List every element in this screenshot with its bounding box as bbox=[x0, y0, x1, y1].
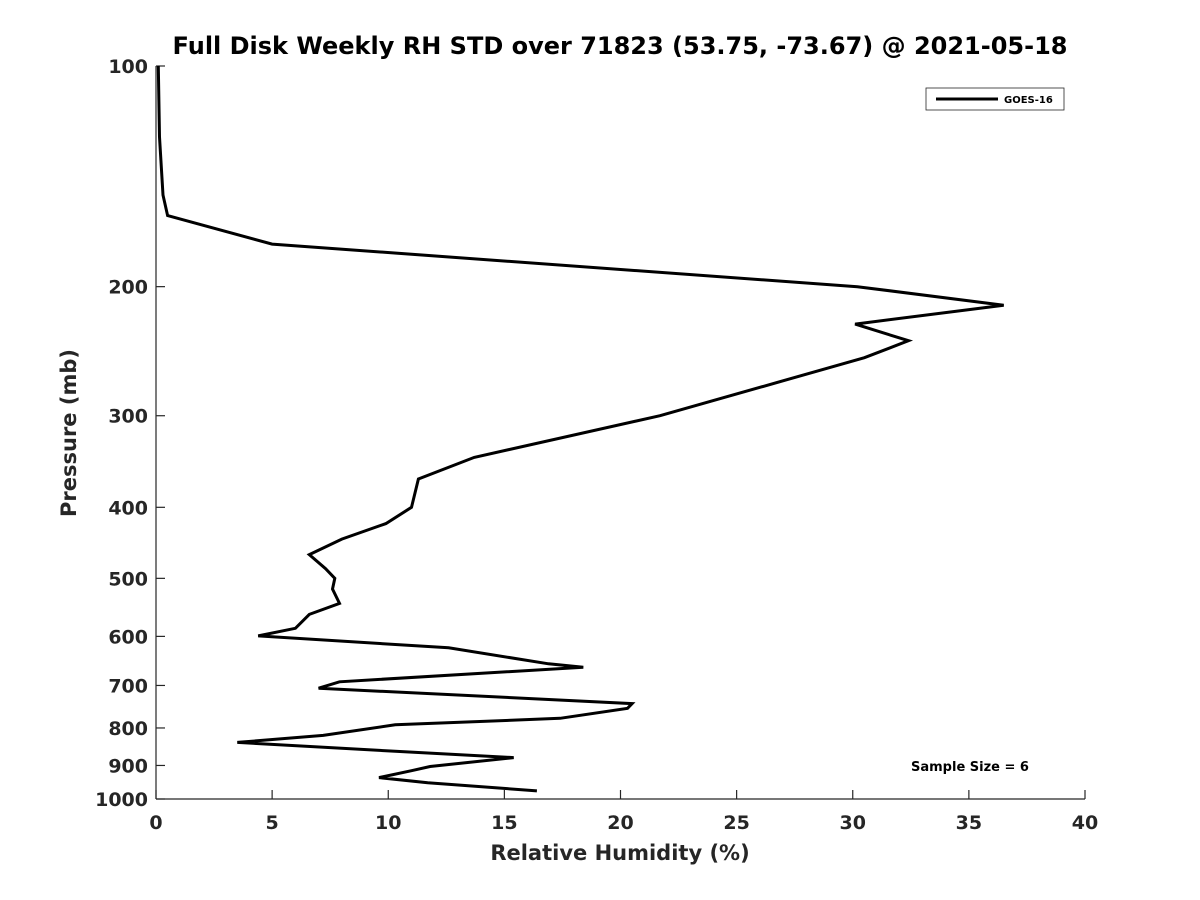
sample-size-annotation: Sample Size = 6 bbox=[911, 760, 1029, 775]
y-tick-label: 200 bbox=[108, 277, 148, 299]
legend-label-goes-16: GOES-16 bbox=[1004, 95, 1053, 106]
y-tick-label: 300 bbox=[108, 406, 148, 428]
y-tick-label: 600 bbox=[108, 626, 148, 648]
x-tick-label: 30 bbox=[840, 812, 866, 834]
x-tick-label: 35 bbox=[956, 812, 982, 834]
x-tick-label: 15 bbox=[491, 812, 517, 834]
y-tick-label: 500 bbox=[108, 568, 148, 590]
plot-area-background bbox=[156, 66, 1085, 799]
y-tick-label: 700 bbox=[108, 675, 148, 697]
y-tick-label: 900 bbox=[108, 755, 148, 777]
x-tick-label: 10 bbox=[375, 812, 401, 834]
legend: GOES-16 bbox=[925, 87, 1065, 111]
series-layer bbox=[156, 65, 1004, 793]
x-ticks: 0 5 10 15 20 25 30 35 40 bbox=[149, 790, 1098, 834]
y-axis-label: Pressure (mb) bbox=[57, 349, 81, 517]
y-tick-label: 800 bbox=[108, 718, 148, 740]
y-tick-label: 1000 bbox=[95, 789, 148, 811]
y-tick-label: 400 bbox=[108, 497, 148, 519]
x-tick-label: 0 bbox=[149, 812, 162, 834]
y-ticks: 100 200 300 400 500 600 700 800 900 1000 bbox=[95, 56, 165, 811]
y-tick-label: 100 bbox=[108, 56, 148, 78]
x-tick-label: 40 bbox=[1072, 812, 1098, 834]
plot-area bbox=[155, 66, 1085, 800]
series-line-goes-16 bbox=[156, 65, 1004, 793]
chart-title: Full Disk Weekly RH STD over 71823 (53.7… bbox=[173, 32, 1068, 60]
x-axis-label: Relative Humidity (%) bbox=[490, 841, 749, 865]
x-tick-label: 5 bbox=[266, 812, 279, 834]
x-tick-label: 25 bbox=[723, 812, 749, 834]
x-tick-label: 20 bbox=[607, 812, 633, 834]
